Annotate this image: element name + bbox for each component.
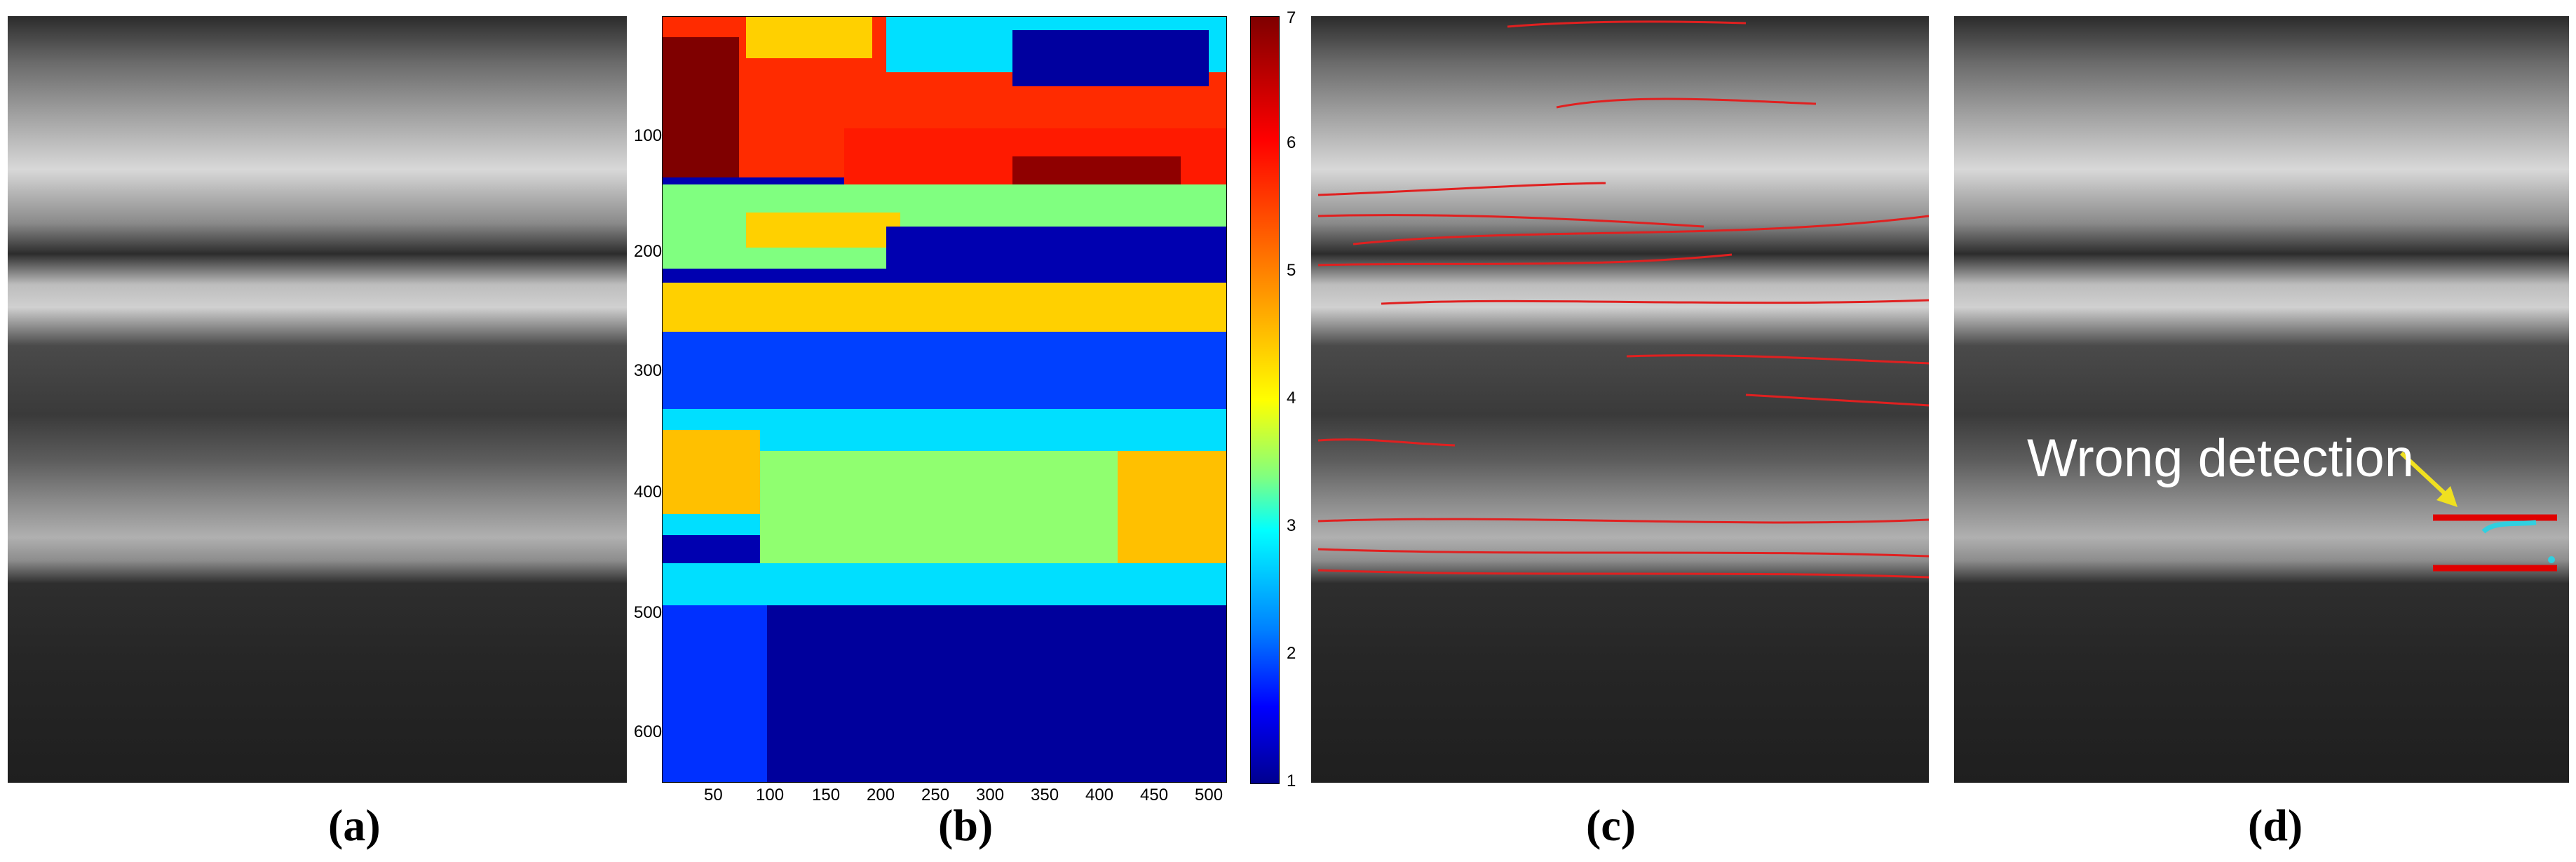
colorbar-tick-2: 2 bbox=[1287, 644, 1296, 663]
colorbar-tick-3: 3 bbox=[1287, 516, 1296, 535]
detection-overlay bbox=[2399, 451, 2557, 572]
caption-c: (c) bbox=[1586, 800, 1636, 850]
x-tick-300: 300 bbox=[976, 786, 1005, 804]
x-tick-100: 100 bbox=[756, 786, 785, 804]
contour-overlay bbox=[1317, 20, 1929, 579]
y-tick-200: 200 bbox=[634, 242, 663, 261]
wrong-detection-label: Wrong detection bbox=[2027, 429, 2415, 488]
panel-a-image bbox=[8, 16, 627, 783]
x-tick-400: 400 bbox=[1085, 786, 1114, 804]
colorbar bbox=[1250, 16, 1280, 784]
panel-c-contours bbox=[1311, 16, 1929, 783]
caption-b: (b) bbox=[938, 800, 994, 850]
caption-a: (a) bbox=[328, 800, 381, 850]
arrow-shaft bbox=[2399, 451, 2454, 502]
colorbar-tick-4: 4 bbox=[1287, 389, 1296, 408]
x-tick-450: 450 bbox=[1140, 786, 1169, 804]
colorbar-tick-1: 1 bbox=[1287, 772, 1296, 790]
y-tick-300: 300 bbox=[634, 361, 663, 380]
colorbar-tick-7: 7 bbox=[1287, 8, 1296, 27]
arrow-head bbox=[2436, 486, 2458, 507]
x-tick-50: 50 bbox=[704, 786, 723, 804]
y-tick-500: 500 bbox=[634, 603, 663, 622]
x-tick-350: 350 bbox=[1031, 786, 1059, 804]
detected-blob bbox=[2481, 520, 2537, 534]
x-tick-150: 150 bbox=[812, 786, 841, 804]
y-tick-400: 400 bbox=[634, 483, 663, 501]
x-tick-200: 200 bbox=[867, 786, 895, 804]
colorbar-tick-5: 5 bbox=[1287, 261, 1296, 280]
x-tick-500: 500 bbox=[1195, 786, 1223, 804]
panel-d-detection bbox=[1954, 16, 2569, 783]
segmentation-map bbox=[662, 16, 1227, 783]
caption-d: (d) bbox=[2248, 800, 2303, 850]
x-tick-250: 250 bbox=[921, 786, 950, 804]
colorbar-tick-6: 6 bbox=[1287, 133, 1296, 152]
panel-b-segmentation bbox=[662, 16, 1227, 783]
y-tick-600: 600 bbox=[634, 722, 663, 741]
y-tick-100: 100 bbox=[634, 126, 663, 145]
